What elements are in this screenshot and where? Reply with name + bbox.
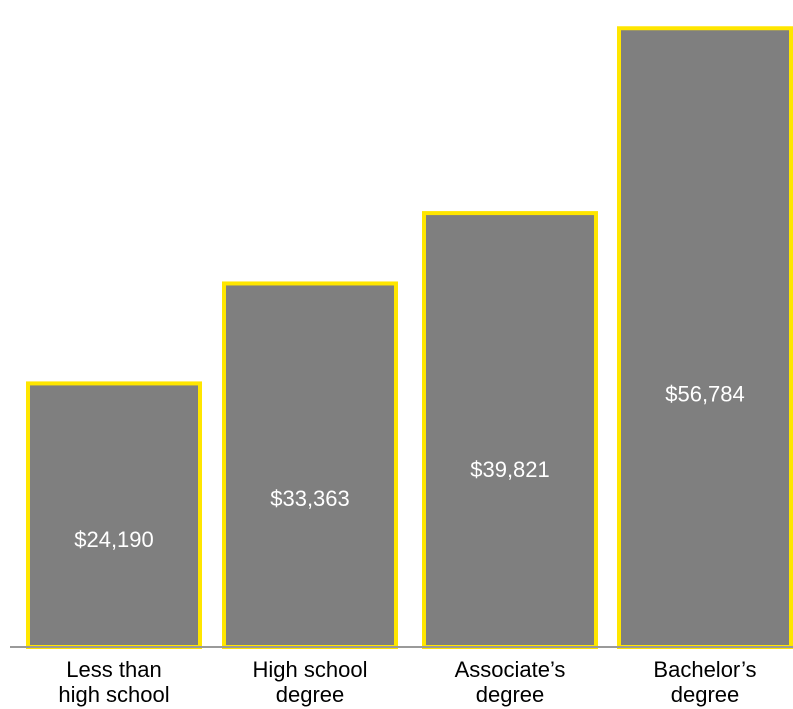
category-label-1-line-1: Less than bbox=[66, 657, 161, 682]
category-label-4-line-2: degree bbox=[671, 682, 740, 707]
value-label-4: $56,784 bbox=[665, 381, 745, 406]
value-label-2: $33,363 bbox=[270, 486, 350, 511]
bar-1 bbox=[26, 381, 202, 649]
category-label-2-line-1: High school bbox=[253, 657, 368, 682]
category-label-1-line-2: high school bbox=[58, 682, 169, 707]
category-label-3-line-1: Associate’s bbox=[455, 657, 566, 682]
bar-3 bbox=[422, 211, 598, 649]
bar-2 bbox=[222, 281, 398, 649]
category-label-2-line-2: degree bbox=[276, 682, 345, 707]
category-label-3-line-2: degree bbox=[476, 682, 545, 707]
value-label-3: $39,821 bbox=[470, 457, 550, 482]
bars-layer: $24,190 $33,363 $39,821 $56,784 bbox=[26, 26, 793, 650]
bar-4 bbox=[617, 26, 793, 650]
category-label-4-line-1: Bachelor’s bbox=[653, 657, 756, 682]
value-label-1: $24,190 bbox=[74, 527, 154, 552]
